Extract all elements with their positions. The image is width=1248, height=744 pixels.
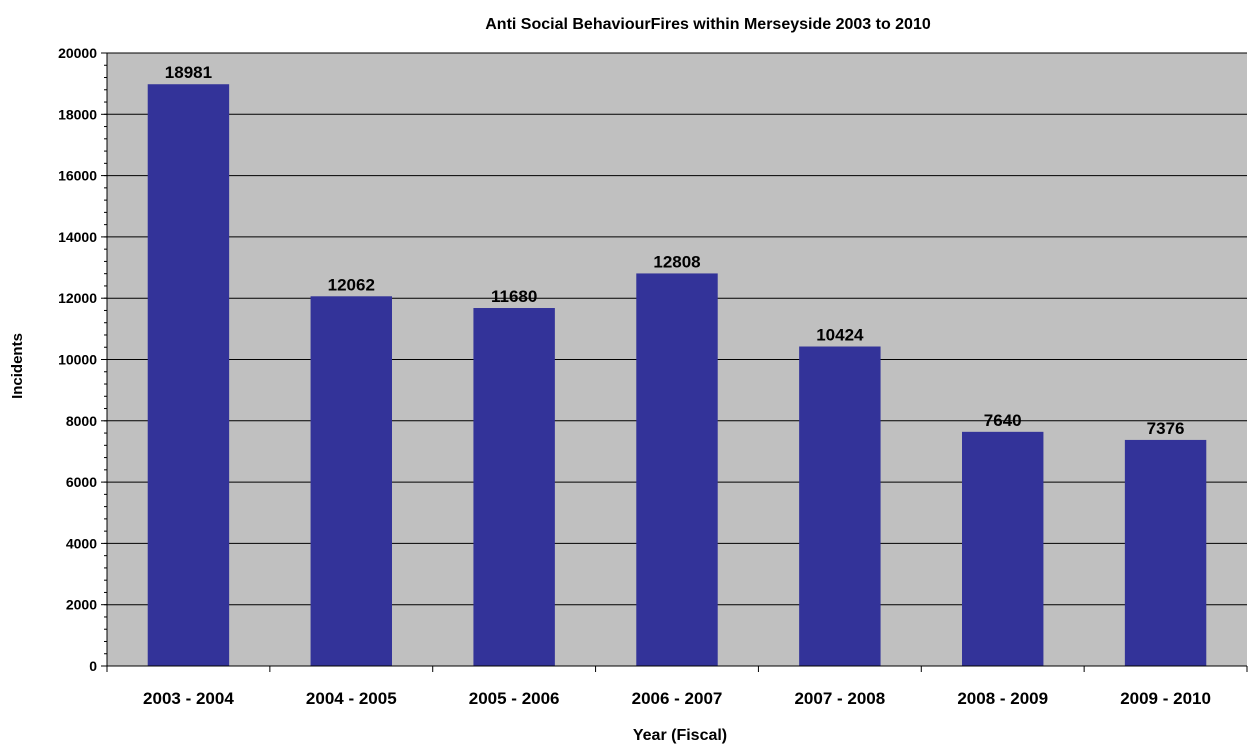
x-tick-label: 2004 - 2005 (306, 689, 397, 708)
bar (147, 84, 230, 666)
data-label: 18981 (165, 63, 212, 82)
y-tick-label: 12000 (58, 290, 97, 306)
bars (147, 84, 1207, 666)
bar (962, 431, 1044, 666)
y-tick-label: 8000 (66, 413, 97, 429)
x-tick-label: 2009 - 2010 (1120, 689, 1211, 708)
y-tick-label: 20000 (58, 45, 97, 61)
x-tick-labels: 2003 - 2004 2004 - 2005 2005 - 2006 2006 - … (143, 689, 1211, 708)
x-tick-label: 2003 - 2004 (143, 689, 234, 708)
y-tick-label: 0 (89, 658, 97, 674)
bar (1124, 439, 1207, 666)
bar (473, 308, 555, 666)
x-axis-title: Year (Fiscal) (633, 727, 727, 744)
y-tick-label: 4000 (66, 535, 97, 551)
x-tick-label: 2008 - 2009 (957, 689, 1048, 708)
x-tick-label: 2005 - 2006 (469, 689, 560, 708)
data-label: 12808 (653, 252, 700, 271)
y-axis-title: Incidents (9, 333, 26, 399)
y-tick-label: 14000 (58, 229, 97, 245)
data-labels: 18981 12062 11680 12808 10424 7640 7376 (165, 63, 1185, 438)
chart-title: Anti Social BehaviourFires within Mersey… (485, 16, 931, 33)
data-label: 11680 (491, 287, 537, 306)
y-tick-label: 10000 (58, 352, 97, 368)
data-label: 12062 (328, 275, 375, 294)
data-label: 10424 (816, 326, 864, 345)
bar (636, 273, 718, 666)
data-label: 7376 (1147, 419, 1185, 438)
x-tick-label: 2007 - 2008 (794, 689, 885, 708)
bar (799, 346, 881, 666)
x-tick-label: 2006 - 2007 (632, 689, 723, 708)
y-tick-label: 2000 (66, 597, 97, 613)
bar (310, 296, 392, 666)
y-tick-label: 18000 (58, 106, 97, 122)
axes (101, 52, 1248, 672)
y-tick-label: 16000 (58, 168, 97, 184)
data-label: 7640 (984, 411, 1022, 430)
y-tick-label: 6000 (66, 474, 97, 490)
y-tick-labels: 0 2000 4000 6000 8000 10000 12000 14000 16000 180… (58, 45, 97, 674)
